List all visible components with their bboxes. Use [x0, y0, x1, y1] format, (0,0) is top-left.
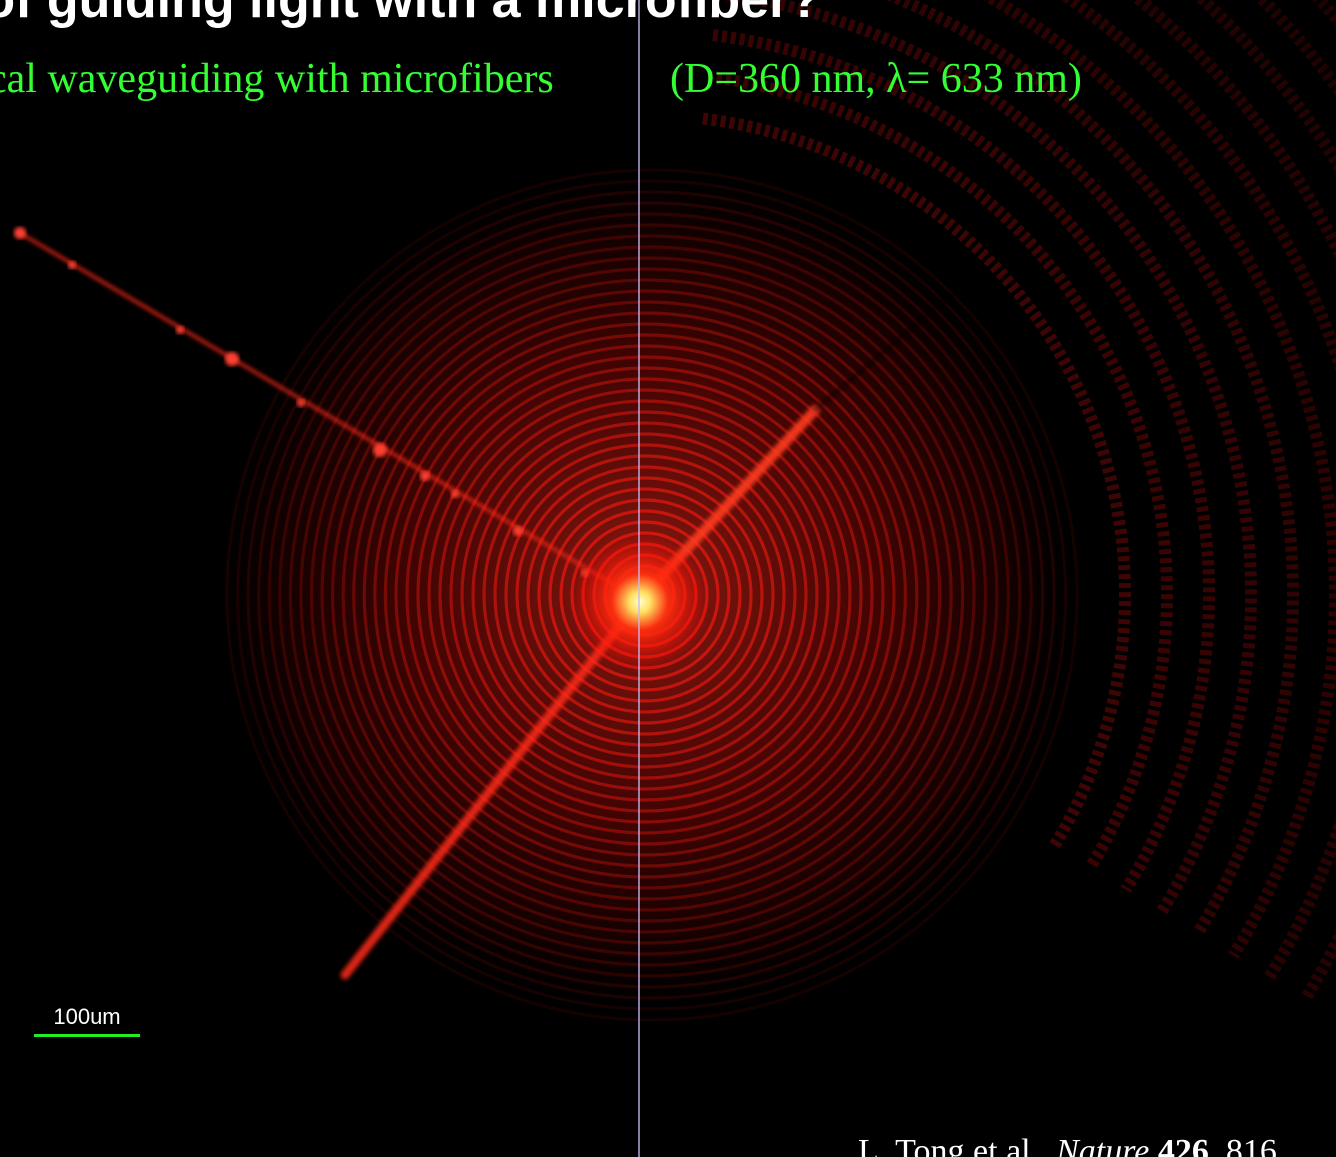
- scattering-spot: [373, 443, 387, 457]
- citation-authors: L. Tong et al.,: [858, 1133, 1048, 1157]
- scattering-spot: [176, 326, 184, 334]
- citation-journal: Nature: [1056, 1133, 1149, 1157]
- scale-bar-label: 100um: [34, 1006, 140, 1028]
- slide-subtitle: cal waveguiding with microfibers: [0, 58, 554, 100]
- citation: L. Tong et al., Nature 426, 816: [858, 1135, 1277, 1157]
- scattering-spot: [513, 526, 523, 536]
- scale-bar: 100um: [34, 1006, 140, 1037]
- scattering-spot: [451, 490, 459, 498]
- scattering-spot: [225, 352, 239, 366]
- slide-title: y of guiding light with a microfiber?: [0, 0, 821, 26]
- scattering-spot: [68, 261, 76, 269]
- bright-core: [570, 532, 710, 672]
- citation-volume: 426: [1158, 1133, 1209, 1157]
- scattering-spot: [297, 399, 305, 407]
- scattering-spot: [14, 227, 26, 239]
- scattering-spot: [420, 471, 430, 481]
- citation-page: , 816: [1209, 1133, 1277, 1157]
- subtitle-parameters: (D=360 nm, λ= 633 nm): [670, 58, 1082, 100]
- scale-bar-line: [34, 1034, 140, 1037]
